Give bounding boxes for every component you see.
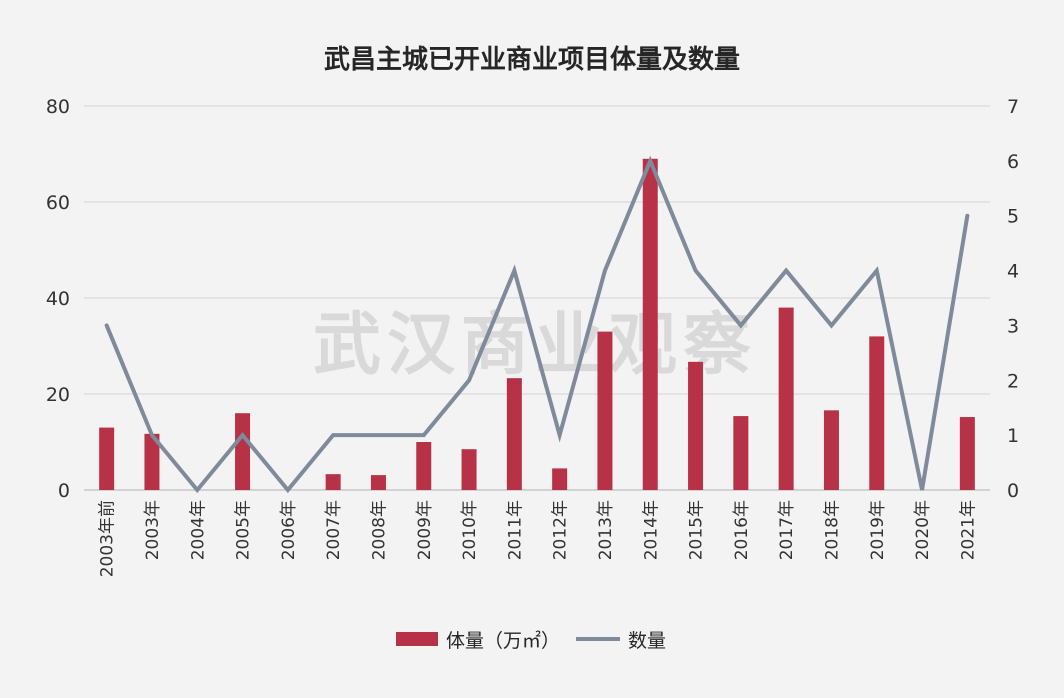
bar xyxy=(642,158,658,491)
bar-series xyxy=(99,158,975,491)
left-axis-tick-label: 40 xyxy=(46,288,70,310)
left-axis-tick-label: 60 xyxy=(46,192,70,214)
bar xyxy=(235,413,251,490)
bar xyxy=(325,474,341,490)
x-axis-tick-label: 2019年 xyxy=(868,500,888,560)
x-axis-tick-label: 2010年 xyxy=(460,500,480,560)
x-axis-ticks: 2003年前 2003年 2004年 2005年 2006年 2007年 2008年 2009… xyxy=(98,500,979,577)
x-axis-tick-label: 2012年 xyxy=(551,500,571,560)
right-axis-ticks: 0 1 2 3 4 5 6 7 xyxy=(1007,96,1019,502)
x-axis-tick-label: 2021年 xyxy=(958,500,978,560)
x-axis-tick-label: 2004年 xyxy=(188,500,208,560)
bar xyxy=(370,475,386,490)
bar xyxy=(778,307,794,490)
x-axis-tick-label: 2007年 xyxy=(324,500,344,560)
right-axis-tick-label: 0 xyxy=(1007,480,1019,502)
chart-title: 武昌主城已开业商业项目体量及数量 xyxy=(324,44,740,75)
bar xyxy=(506,378,522,490)
bar xyxy=(144,433,160,490)
x-axis-tick-label: 2020年 xyxy=(913,500,933,560)
right-axis-tick-label: 7 xyxy=(1007,96,1019,118)
legend-bar-swatch xyxy=(396,632,438,646)
gridlines xyxy=(84,105,990,491)
bar xyxy=(552,468,568,490)
watermark-text: 武汉商业观察 xyxy=(313,305,757,385)
line-series xyxy=(104,155,970,494)
left-axis-ticks: 0 20 40 60 80 xyxy=(46,96,70,502)
right-axis-tick-label: 6 xyxy=(1007,151,1019,173)
x-axis-tick-label: 2017年 xyxy=(777,500,797,560)
x-axis-tick-label: 2013年 xyxy=(596,500,616,560)
line-path xyxy=(104,155,970,494)
bar xyxy=(99,427,115,490)
left-axis-tick-label: 80 xyxy=(46,96,70,118)
x-axis-tick-label: 2005年 xyxy=(234,500,254,560)
x-axis-tick-label: 2006年 xyxy=(279,500,299,560)
right-axis-tick-label: 3 xyxy=(1007,315,1019,337)
bar xyxy=(823,410,839,490)
bar xyxy=(733,416,749,490)
bar xyxy=(869,336,885,490)
bar xyxy=(959,417,975,490)
right-axis-tick-label: 1 xyxy=(1007,425,1019,447)
legend: 体量（万㎡） 数量 xyxy=(396,629,666,652)
x-axis-tick-label: 2009年 xyxy=(415,500,435,560)
bar xyxy=(597,331,613,490)
x-axis-tick-label: 2018年 xyxy=(822,500,842,560)
x-axis-tick-label: 2003年 xyxy=(143,500,163,560)
right-axis-tick-label: 2 xyxy=(1007,370,1019,392)
left-axis-tick-label: 0 xyxy=(58,480,70,502)
legend-line-label: 数量 xyxy=(628,630,666,652)
x-axis-tick-label: 2015年 xyxy=(687,500,707,560)
legend-bar-label: 体量（万㎡） xyxy=(446,629,560,652)
x-axis-tick-label: 2011年 xyxy=(505,500,525,560)
x-axis-tick-label: 2016年 xyxy=(732,500,752,560)
bar xyxy=(688,361,704,490)
bar xyxy=(461,449,477,490)
x-axis-tick-label: 2003年前 xyxy=(98,500,118,577)
left-axis-tick-label: 20 xyxy=(46,384,70,406)
right-axis-tick-label: 4 xyxy=(1007,261,1019,283)
right-axis-tick-label: 5 xyxy=(1007,206,1019,228)
x-axis-tick-label: 2014年 xyxy=(641,500,661,560)
bar xyxy=(416,442,432,490)
x-axis-tick-label: 2008年 xyxy=(369,500,389,560)
